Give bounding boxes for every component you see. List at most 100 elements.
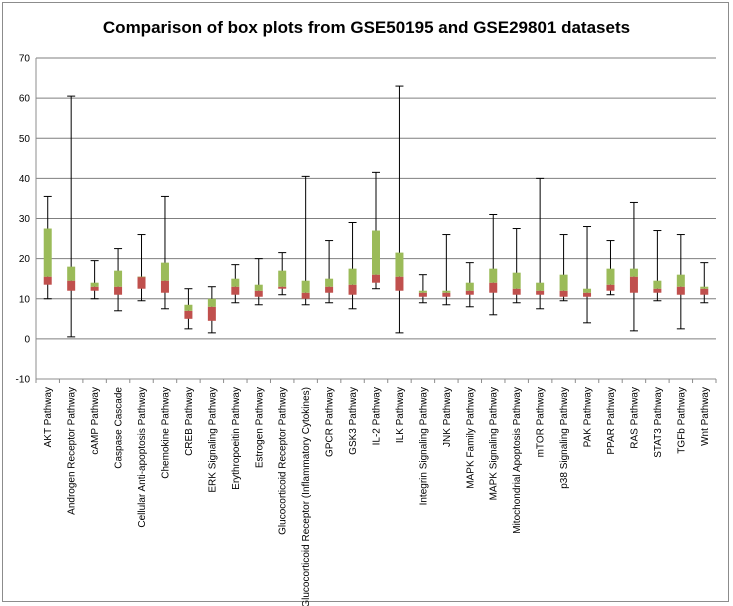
y-tick-label: 40 [19, 174, 31, 185]
x-category-label: Glucocorticoid Receptor Pathway [278, 387, 289, 535]
box-lower [606, 284, 615, 291]
x-category-label: cAMP Pathway [90, 387, 101, 455]
y-tick-label: 0 [24, 334, 30, 345]
box-lower [301, 292, 310, 299]
box-upper [536, 282, 545, 291]
box-lower [536, 290, 545, 295]
y-tick-label: 20 [19, 254, 31, 265]
box-item [301, 175, 310, 306]
y-axis: -10 0 10 20 30 40 50 60 70 [16, 54, 37, 386]
x-category-label: Caspase Cascade [114, 387, 125, 469]
box-item [325, 240, 334, 304]
box-upper [184, 304, 193, 311]
box-lower [653, 288, 662, 293]
box-item [676, 234, 685, 330]
box-lower [43, 276, 52, 285]
box-lower [559, 290, 568, 297]
box-upper [325, 278, 334, 287]
box-item [418, 274, 427, 304]
y-tick-label: -10 [16, 375, 31, 386]
x-category-label: mTOR Pathway [536, 387, 547, 457]
box-lower [114, 286, 123, 295]
x-category-label: Glucocorticoid Receptor (Inflammatory Cy… [301, 387, 312, 606]
box-lower [489, 282, 498, 293]
box-upper [512, 272, 521, 289]
x-category-label: TGFb Pathway [676, 387, 687, 454]
box-lower [90, 286, 99, 291]
box-upper [301, 280, 310, 293]
box-item [207, 286, 216, 334]
x-category-label: MAPK Family Pathway [465, 387, 476, 489]
box-upper [606, 268, 615, 285]
x-category-label: RAS Pathway [629, 387, 640, 449]
box-series [43, 85, 709, 338]
x-category-label: ILK Pathway [395, 387, 406, 443]
box-item [559, 234, 568, 302]
box-upper [231, 278, 240, 287]
box-item [90, 260, 99, 300]
box-item [348, 222, 357, 310]
x-category-label: Androgen Receptor Pathway [67, 387, 78, 515]
box-upper [372, 230, 380, 275]
box-item [583, 226, 592, 324]
box-item [629, 201, 638, 332]
box-lower [512, 288, 521, 295]
box-upper [137, 276, 146, 278]
box-item [700, 262, 709, 304]
box-item [254, 258, 263, 306]
box-upper [67, 266, 76, 281]
box-upper [254, 284, 263, 291]
box-item [43, 195, 52, 300]
box-lower [395, 276, 404, 291]
box-lower [700, 288, 709, 295]
box-upper [90, 282, 99, 287]
box-lower [418, 292, 427, 297]
y-tick-label: 70 [19, 54, 31, 65]
x-category-label: MAPK Signaling Pathway [489, 387, 500, 500]
box-upper [207, 298, 216, 307]
y-tick-label: 30 [19, 214, 31, 225]
x-category-label: JNK Pathway [442, 387, 453, 447]
x-category-label: Mitochondrial Apoptosis Pathway [512, 387, 523, 534]
box-upper [489, 268, 498, 283]
box-lower [442, 292, 451, 297]
box-lower [254, 290, 263, 297]
box-lower [137, 276, 146, 289]
box-upper [465, 282, 474, 291]
box-upper [418, 290, 427, 293]
box-item [67, 95, 76, 338]
box-upper [114, 270, 123, 287]
x-category-label: STAT3 Pathway [653, 387, 664, 458]
box-lower [676, 286, 685, 295]
box-lower [348, 284, 357, 295]
box-lower [372, 274, 380, 283]
x-category-label: Estrogen Pathway [254, 387, 265, 468]
box-item [465, 262, 474, 308]
box-upper [442, 290, 451, 293]
x-category-label: GSK3 Pathway [348, 387, 359, 455]
x-category-label: p38 Signaling Pathway [559, 387, 570, 489]
y-tick-label: 50 [19, 134, 31, 145]
box-lower [583, 292, 592, 297]
box-lower [67, 280, 76, 291]
box-upper [653, 280, 662, 289]
box-item [395, 85, 404, 334]
x-category-label: CREB Pathway [184, 387, 195, 456]
x-category-label: Wnt Pathway [700, 387, 711, 446]
x-category-label: PAK Pathway [583, 387, 594, 447]
box-item [489, 213, 498, 316]
box-upper [348, 268, 357, 285]
box-lower [325, 286, 334, 293]
box-item [536, 177, 545, 310]
x-category-label: ERK Signaling Pathway [207, 387, 218, 493]
x-category-label: PPAR Pathway [606, 387, 617, 455]
box-upper [395, 252, 404, 277]
x-category-label: Chemokine Pathway [160, 387, 171, 479]
box-item [114, 248, 123, 312]
box-lower [231, 286, 240, 295]
box-upper [559, 274, 568, 291]
box-item [653, 230, 662, 302]
x-category-label: IL-2 Pathway [372, 387, 383, 445]
box-item [184, 288, 193, 330]
